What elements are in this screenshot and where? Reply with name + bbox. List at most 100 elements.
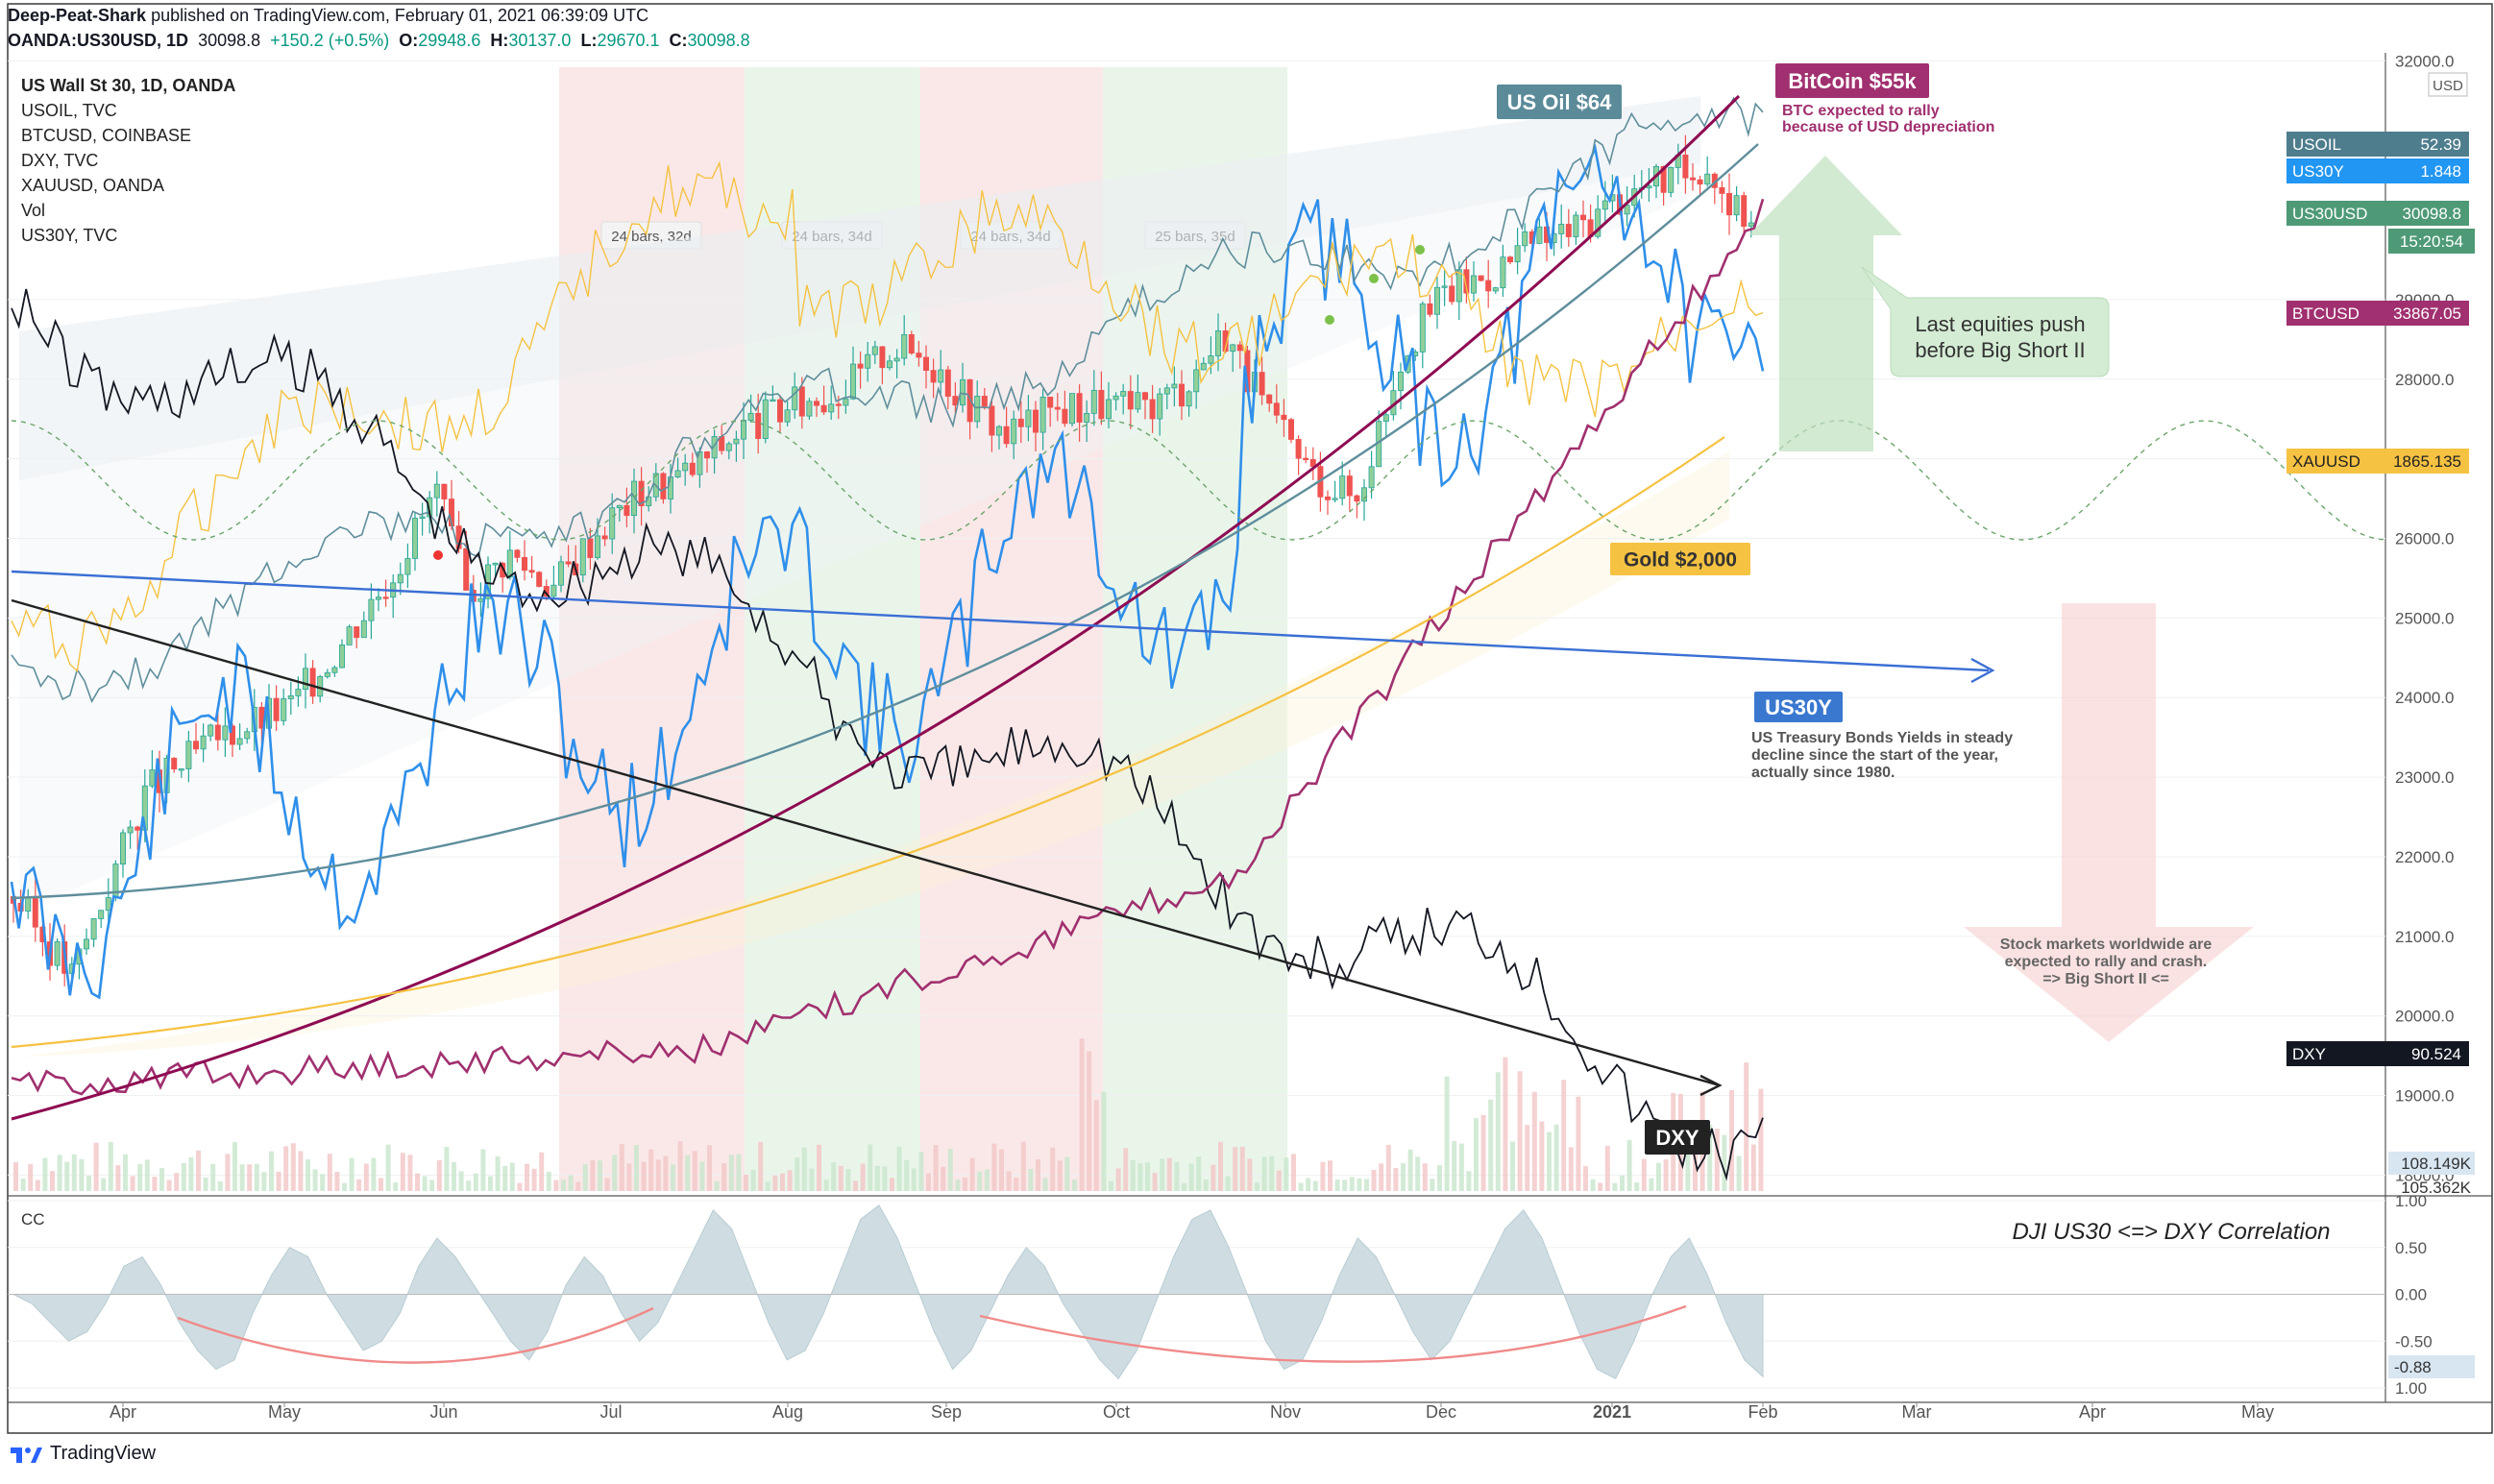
- candle-body: [186, 742, 191, 769]
- volume-bar: [999, 1149, 1004, 1191]
- candle-body: [617, 505, 622, 507]
- y-axis-tick-label: 19000.0: [2395, 1087, 2454, 1106]
- candle-body: [1172, 384, 1177, 388]
- volume-bar: [79, 1159, 84, 1191]
- price-tag-value: 1.848: [2420, 162, 2461, 181]
- volume-bar: [890, 1178, 894, 1191]
- candle-body: [580, 539, 585, 575]
- volume-bar: [502, 1166, 507, 1191]
- volume-bar: [196, 1151, 201, 1191]
- y-axis-tick-label: 28000.0: [2395, 371, 2454, 389]
- volume-bar: [401, 1153, 405, 1191]
- candle-body: [887, 361, 892, 368]
- candle-body: [1113, 396, 1118, 400]
- y-axis-tick-label: 24000.0: [2395, 689, 2454, 707]
- candle-body: [1420, 304, 1425, 352]
- legend-main[interactable]: US Wall St 30, 1D, OANDA: [21, 73, 235, 98]
- candle-body: [1274, 403, 1279, 415]
- volume-bar: [407, 1155, 412, 1191]
- cc-axis-tick-label: 1.00: [2395, 1379, 2427, 1398]
- candle-body: [1085, 413, 1089, 422]
- volume-bar: [1342, 1180, 1347, 1191]
- cc-subtitle: DJI US30 <=> DXY Correlation: [2012, 1219, 2330, 1245]
- candle-body: [1479, 276, 1483, 280]
- candle-body: [1748, 223, 1753, 227]
- cc-axis-tick-label: 1.00: [2395, 1192, 2427, 1210]
- candle-body: [1136, 393, 1140, 409]
- volume-bar: [240, 1164, 245, 1191]
- volume-bar: [1496, 1072, 1501, 1191]
- legend-item-vol[interactable]: Vol: [21, 198, 235, 223]
- volume-bar: [817, 1145, 821, 1191]
- volume-bar: [553, 1180, 558, 1191]
- volume-bar: [101, 1179, 106, 1191]
- volume-bar: [393, 1182, 398, 1191]
- candle-body: [661, 474, 666, 499]
- candle-body: [223, 726, 228, 740]
- candle-body: [1442, 286, 1447, 288]
- volume-bar: [1481, 1115, 1486, 1191]
- legend-item-usoil[interactable]: USOIL, TVC: [21, 98, 235, 123]
- legend-item-us30y[interactable]: US30Y, TVC: [21, 223, 235, 248]
- candle-body: [1128, 392, 1133, 409]
- volume-bar: [364, 1163, 369, 1191]
- volume-bar: [1043, 1178, 1048, 1191]
- legend-item-xauusd[interactable]: XAUUSD, OANDA: [21, 173, 235, 198]
- volume-bar: [1131, 1160, 1136, 1191]
- volume-bar: [255, 1164, 259, 1191]
- candle-body: [610, 508, 615, 539]
- candle-body: [588, 539, 593, 558]
- candle-body: [624, 505, 629, 515]
- volume-bar: [626, 1163, 631, 1191]
- legend-item-dxy[interactable]: DXY, TVC: [21, 148, 235, 173]
- volume-bar: [634, 1145, 639, 1191]
- candle-body: [1012, 419, 1016, 444]
- candle-body: [844, 399, 848, 405]
- volume-bar: [1452, 1141, 1456, 1191]
- tradingview-watermark[interactable]: TradingView: [10, 1443, 156, 1465]
- volume-bar: [510, 1162, 515, 1191]
- candle-body: [208, 725, 213, 736]
- candle-body: [91, 918, 96, 938]
- us30y-note-line-2: decline since the start of the year,: [1751, 747, 1998, 764]
- candle-body: [566, 562, 571, 564]
- signal-dot: [1369, 274, 1379, 283]
- crash-note-line-1: Stock markets worldwide are: [2000, 937, 2213, 953]
- volume-bar: [298, 1151, 303, 1191]
- volume-bar: [699, 1161, 704, 1191]
- volume-bar: [729, 1155, 734, 1191]
- volume-bar: [1072, 1180, 1077, 1191]
- price-tag-symbol: DXY: [2292, 1045, 2326, 1063]
- candle-body: [1647, 186, 1651, 188]
- legend-item-btcusd[interactable]: BTCUSD, COINBASE: [21, 123, 235, 148]
- cc-pane-title: CC: [21, 1210, 45, 1229]
- candle-body: [894, 358, 899, 361]
- candle-body: [1018, 419, 1023, 426]
- candle-body: [558, 562, 563, 585]
- candle-body: [602, 536, 607, 539]
- volume-bar: [1247, 1158, 1252, 1191]
- candle-body: [201, 736, 206, 749]
- volume-bar: [1569, 1147, 1574, 1191]
- volume-bar: [1269, 1156, 1274, 1191]
- gold-label: Gold $2,000: [1624, 549, 1737, 572]
- candle-body: [923, 357, 928, 371]
- volume-bar: [1123, 1148, 1128, 1191]
- candle-body: [866, 354, 870, 368]
- volume-bar: [429, 1180, 434, 1191]
- candle-body: [1106, 400, 1111, 419]
- volume-bar: [1182, 1183, 1186, 1191]
- volume-bar: [948, 1149, 953, 1191]
- volume-bar: [772, 1176, 777, 1191]
- volume-bar: [1583, 1166, 1588, 1191]
- chart-canvas[interactable]: 24 bars, 32d24 bars, 34d24 bars, 34d25 b…: [0, 0, 2494, 1484]
- volume-bar: [868, 1144, 872, 1191]
- volume-bar: [232, 1142, 237, 1191]
- candle-body: [939, 370, 943, 382]
- candle-body: [1186, 392, 1191, 406]
- volume-bar: [167, 1180, 172, 1191]
- volume-bar: [926, 1174, 931, 1191]
- volume-bar: [663, 1156, 668, 1191]
- candle-body: [1237, 345, 1242, 351]
- volume-bar: [1379, 1163, 1383, 1191]
